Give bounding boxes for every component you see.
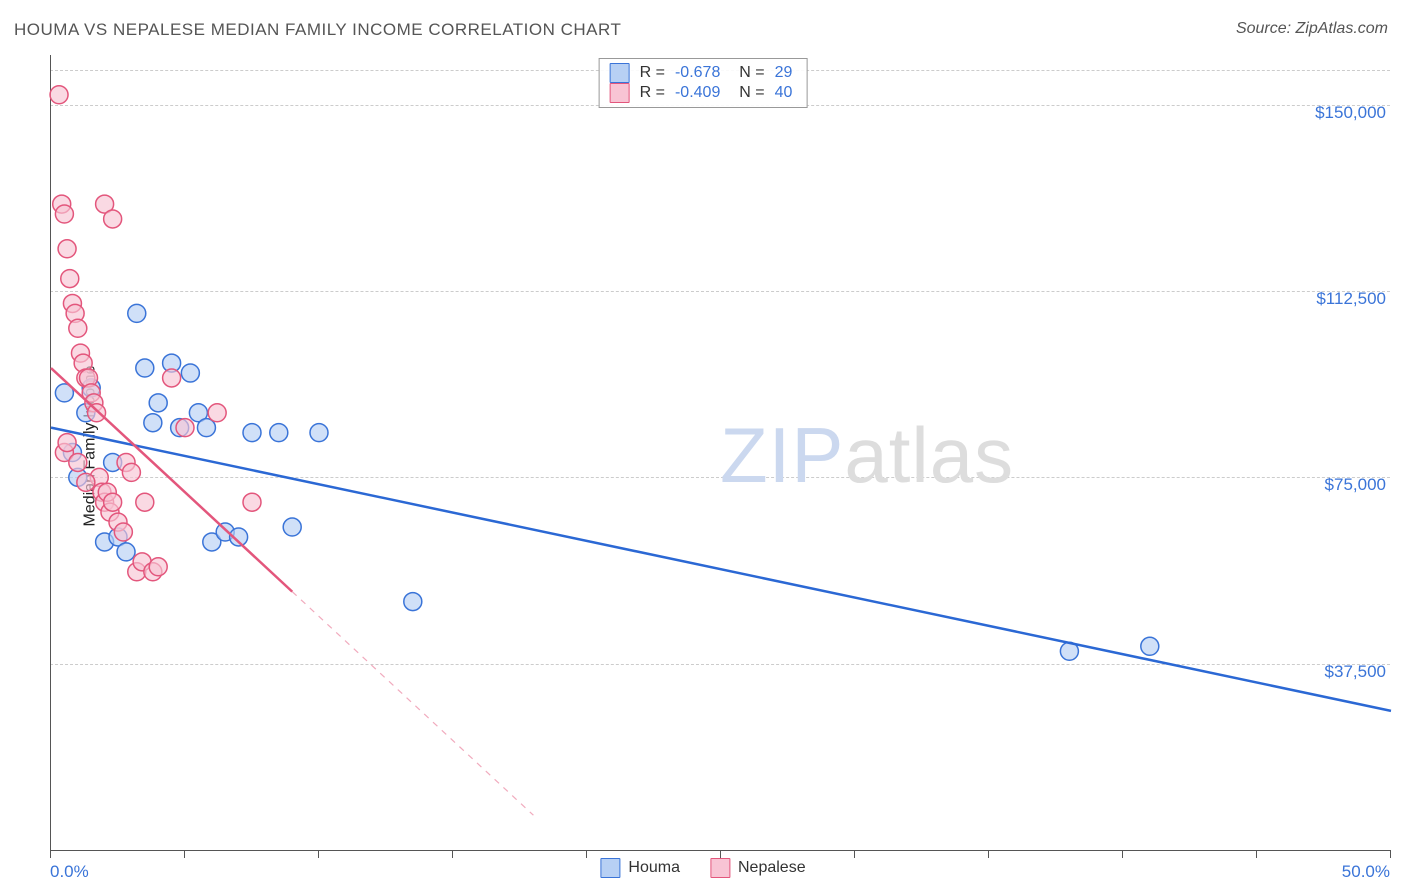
data-point <box>61 270 79 288</box>
data-point <box>58 240 76 258</box>
x-tick <box>988 850 989 858</box>
data-point <box>208 404 226 422</box>
x-axis-max-label: 50.0% <box>1342 862 1390 882</box>
data-point <box>104 210 122 228</box>
plot-area <box>50 55 1391 851</box>
series-legend: Houma Nepalese <box>600 858 805 878</box>
data-point <box>136 359 154 377</box>
x-tick <box>1256 850 1257 858</box>
legend-label: Nepalese <box>738 859 806 877</box>
legend-swatch <box>610 83 630 103</box>
y-tick-label: $37,500 <box>1325 662 1386 682</box>
x-tick <box>50 850 51 858</box>
data-point <box>58 434 76 452</box>
data-point <box>163 369 181 387</box>
x-tick <box>720 850 721 858</box>
legend-n-value: 40 <box>775 84 793 102</box>
correlation-legend-row: R = -0.409 N = 40 <box>610 83 793 103</box>
legend-r-value: -0.678 <box>675 64 720 82</box>
data-point <box>176 419 194 437</box>
data-point <box>404 593 422 611</box>
correlation-legend: R = -0.678 N = 29 R = -0.409 N = 40 <box>599 58 808 108</box>
data-point <box>55 205 73 223</box>
legend-n-label: N = <box>730 64 764 82</box>
data-point <box>104 493 122 511</box>
legend-n-value: 29 <box>775 64 793 82</box>
data-point <box>136 493 154 511</box>
data-point <box>122 463 140 481</box>
x-tick <box>452 850 453 858</box>
x-tick <box>184 850 185 858</box>
data-point <box>77 473 95 491</box>
data-point <box>128 304 146 322</box>
y-tick-label: $112,500 <box>1316 289 1386 309</box>
data-point <box>50 86 68 104</box>
correlation-legend-row: R = -0.678 N = 29 <box>610 63 793 83</box>
trend-line <box>51 428 1391 711</box>
source-label: Source: ZipAtlas.com <box>1236 20 1388 38</box>
data-point <box>1141 637 1159 655</box>
legend-item: Houma <box>600 858 680 878</box>
legend-swatch <box>710 858 730 878</box>
legend-r-label: R = <box>640 64 665 82</box>
legend-swatch <box>610 63 630 83</box>
legend-r-value: -0.409 <box>675 84 720 102</box>
plot-svg <box>51 55 1391 850</box>
data-point <box>88 404 106 422</box>
chart-title: HOUMA VS NEPALESE MEDIAN FAMILY INCOME C… <box>14 20 621 40</box>
data-point <box>270 424 288 442</box>
data-point <box>310 424 328 442</box>
data-point <box>144 414 162 432</box>
x-tick <box>854 850 855 858</box>
legend-item: Nepalese <box>710 858 806 878</box>
y-tick-label: $150,000 <box>1315 103 1386 123</box>
data-point <box>114 523 132 541</box>
data-point <box>69 319 87 337</box>
x-tick <box>586 850 587 858</box>
legend-r-label: R = <box>640 84 665 102</box>
data-point <box>69 453 87 471</box>
data-point <box>117 543 135 561</box>
data-point <box>149 558 167 576</box>
data-point <box>149 394 167 412</box>
x-tick <box>1390 850 1391 858</box>
x-tick <box>318 850 319 858</box>
data-point <box>283 518 301 536</box>
data-point <box>243 493 261 511</box>
chart-container: HOUMA VS NEPALESE MEDIAN FAMILY INCOME C… <box>0 0 1406 892</box>
legend-n-label: N = <box>730 84 764 102</box>
legend-swatch <box>600 858 620 878</box>
data-point <box>181 364 199 382</box>
legend-label: Houma <box>628 859 680 877</box>
y-tick-label: $75,000 <box>1325 475 1386 495</box>
data-point <box>243 424 261 442</box>
trend-line-extension <box>292 592 533 816</box>
x-axis-min-label: 0.0% <box>50 862 89 882</box>
x-tick <box>1122 850 1123 858</box>
